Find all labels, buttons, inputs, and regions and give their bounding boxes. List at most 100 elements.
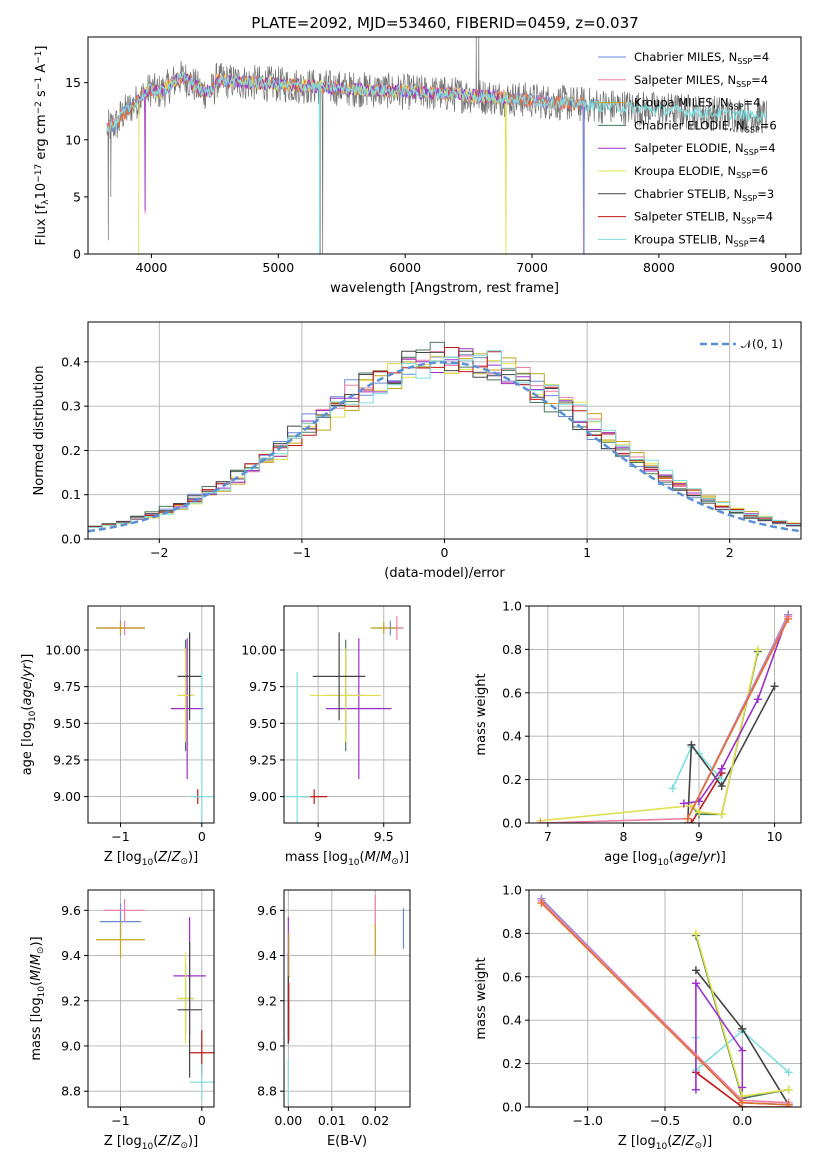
weight_vs_Z-line-kroupa-miles-marker [537, 899, 546, 908]
mass_vs_Z-frame [87, 889, 215, 1108]
weight_vs_age-y-tick-label: 0.8 [502, 642, 522, 657]
weight_vs_age-line-salpeter-miles-marker [536, 819, 545, 823]
legend-label-chabrier-miles: Chabrier MILES, NSSP=4 [634, 50, 769, 66]
spectrum-x-label: wavelength [Angstrom, rest frame] [330, 281, 559, 296]
weight_vs_Z-line-kroupa-miles-marker [738, 1098, 747, 1107]
mass_vs_Z-axes: −1 0 8.8 9.0 9.2 9.4 9.6 [61, 890, 214, 1128]
spectrum-x-tick-label: 6000 [389, 260, 421, 275]
weight_vs_age-line-kroupa-stelib-marker [668, 784, 677, 793]
mass_vs_Z-y-tick-label: 8.8 [61, 1084, 81, 1099]
age_vs_mass-axes: 9 9.5 9.00 9.25 9.50 9.75 10.00 [241, 606, 410, 844]
age_vs_Z-point-kroupa-stelib [189, 671, 214, 823]
weight_vs_Z-series [537, 894, 793, 1107]
mass_vs_Z-y-tick-label: 9.2 [61, 993, 81, 1008]
weight_vs_age-line-salpeter-stelib-marker [687, 819, 696, 823]
mass_vs_Z-y-tick-label: 9.6 [61, 903, 81, 918]
weight_vs_age-line-salpeter-elodie-marker [753, 695, 762, 704]
residuals-y-tick-label: 0.4 [61, 354, 81, 369]
spectrum-line-chabrier-miles [106, 71, 585, 254]
age_vs_Z-x-tick-label: −1 [111, 829, 129, 844]
residuals-y-label: Normed distribution [32, 366, 47, 496]
age_vs_mass-point-salpeter-elodie [326, 638, 392, 780]
residuals-x-label: (data-model)/error [384, 566, 505, 581]
spectrum-observed-line [106, 37, 768, 254]
weight_vs_age-line-kroupa-miles-marker [784, 615, 793, 624]
weight_vs_age-axes: 7 8 9 10 0.0 0.2 0.4 0.6 0.8 1.0 [502, 599, 801, 844]
age_vs_mass-y-tick-label: 9.75 [249, 679, 277, 694]
mass_vs_Z-point-kroupa-elodie [177, 953, 194, 1044]
mass_vs_ebv-y-tick-label: 9.0 [257, 1038, 277, 1053]
weight_vs_Z-y-tick-label: 0.0 [502, 1100, 522, 1115]
spectrum-line-kroupa-stelib [106, 71, 768, 254]
residuals-y-tick-label: 0.2 [61, 443, 81, 458]
weight_vs_age-y-label: mass weight [474, 673, 489, 755]
mass_vs_ebv-y-tick-label: 9.6 [257, 903, 277, 918]
mass_vs_ebv-y-tick-label: 9.4 [257, 948, 277, 963]
weight_vs_age-line-chabrier-stelib-marker [687, 740, 696, 749]
weight_vs_Z-line-salpeter-elodie-marker [738, 1083, 747, 1092]
mass_vs_ebv-y-tick-label: 9.2 [257, 993, 277, 1008]
weight_vs_Z-y-label: mass weight [474, 957, 489, 1039]
residuals-x-tick-label: 1 [583, 545, 591, 560]
mass_vs_ebv-frame [283, 889, 411, 1108]
legend-label-chabrier-stelib: Chabrier STELIB, NSSP=3 [634, 187, 774, 203]
residuals-y-tick-label: 0.0 [61, 532, 81, 547]
weight_vs_Z-y-tick-label: 0.2 [502, 1056, 522, 1071]
mass_vs_ebv-axes: 0.00 0.01 0.02 8.8 9.0 9.2 9.4 9.6 [257, 890, 410, 1128]
weight_vs_age-y-tick-label: 0.6 [502, 685, 522, 700]
weight_vs_age-series [536, 610, 793, 823]
weight_vs_age-line-salpeter-elodie-marker [717, 764, 726, 773]
spectrum-lines [106, 37, 768, 254]
weight_vs_age-y-tick-label: 1.0 [502, 599, 522, 614]
legend-label-chabrier-elodie: Chabrier ELODIE, NSSP=6 [634, 118, 777, 134]
weight_vs_age-line-kroupa-elodie-marker [753, 645, 762, 654]
spectrum-y-tick-label: 10 [65, 132, 81, 147]
weight_vs_Z-line-kroupa-miles-marker [784, 1100, 793, 1107]
residuals-x-tick-label: −1 [293, 545, 311, 560]
weight_vs_Z-x-tick-label: −1.0 [573, 1113, 603, 1128]
spectrum-y-label: Flux [fλ10−17 erg cm−2 s−1 A−1] [34, 46, 51, 246]
weight_vs_Z-line-salpeter-elodie [695, 980, 744, 1090]
residuals-x-tick-label: 2 [726, 545, 734, 560]
legend-label-kroupa-miles: Kroupa MILES, NSSP=4 [634, 96, 760, 112]
age_vs_Z-y-tick-label: 9.75 [53, 679, 81, 694]
legend-label-salpeter-miles: Salpeter MILES, NSSP=4 [634, 73, 768, 89]
weight_vs_Z-line-kroupa-elodie-marker [691, 929, 700, 938]
weight_vs_Z-line-chabrier-stelib-marker [691, 966, 700, 975]
spectrum-legend: Chabrier MILES, NSSP=4 Salpeter MILES, NS… [598, 50, 777, 248]
residuals-y-tick-label: 0.3 [61, 399, 81, 414]
age_vs_mass-x-tick-label: 9.5 [374, 829, 394, 844]
age_vs_Z-y-tick-label: 10.00 [45, 642, 81, 657]
weight_vs_Z-line-kroupa-stelib-marker [784, 1068, 793, 1077]
weight_vs_Z-x-label: Z [log10(Z/Z⊙)] [618, 1134, 712, 1152]
spectrum-x-tick-label: 4000 [136, 260, 168, 275]
spectrum-y-tick-label: 0 [73, 247, 81, 262]
age_vs_mass-point-chabrier-stelib [312, 632, 366, 721]
age_vs_mass-y-tick-label: 9.00 [249, 789, 277, 804]
age_vs_Z-point-kroupa-miles [96, 622, 145, 634]
mass_vs_ebv-x-tick-label: 0.01 [318, 1113, 346, 1128]
spectrum-frame [87, 36, 802, 255]
age_vs_mass-y-tick-label: 9.50 [249, 716, 277, 731]
weight_vs_age-line-chabrier-stelib-marker [717, 782, 726, 791]
age_vs_Z-point-kroupa-elodie [177, 648, 194, 743]
mass_vs_Z-point-salpeter-miles [104, 899, 145, 922]
weight_vs_Z-line-salpeter-stelib [695, 1071, 789, 1107]
weight_vs_age-line-kroupa-miles [686, 618, 789, 820]
histogram-kroupa-stelib [88, 350, 801, 528]
weight_vs_age-x-label: age [log10(age/yr)] [604, 850, 726, 868]
weight_vs_Z-line-kroupa-elodie-marker [784, 1085, 793, 1094]
weight_vs_Z-y-tick-label: 0.6 [502, 969, 522, 984]
mass_vs_ebv-x-tick-label: 0.02 [361, 1113, 389, 1128]
age_vs_mass-point-kroupa-stelib [284, 671, 311, 823]
weight_vs_Z-y-tick-label: 0.4 [502, 1013, 522, 1028]
weight_vs_Z-line-chabrier-stelib-marker [738, 1024, 747, 1033]
weight_vs_age-line-chabrier-stelib-marker [770, 682, 779, 691]
residuals-frame [87, 321, 802, 540]
histogram-salpeter-stelib [88, 347, 801, 528]
weight_vs_age-line-salpeter-miles [540, 616, 789, 823]
weight_vs_Z-axes: −1.0 −0.5 0.0 0.0 0.2 0.4 0.6 0.8 1.0 [502, 883, 801, 1128]
mass_vs_Z-x-tick-label: −1 [111, 1113, 129, 1128]
age_vs_mass-point-kroupa-elodie [310, 648, 382, 743]
weight_vs_Z-x-tick-label: −0.5 [650, 1113, 680, 1128]
